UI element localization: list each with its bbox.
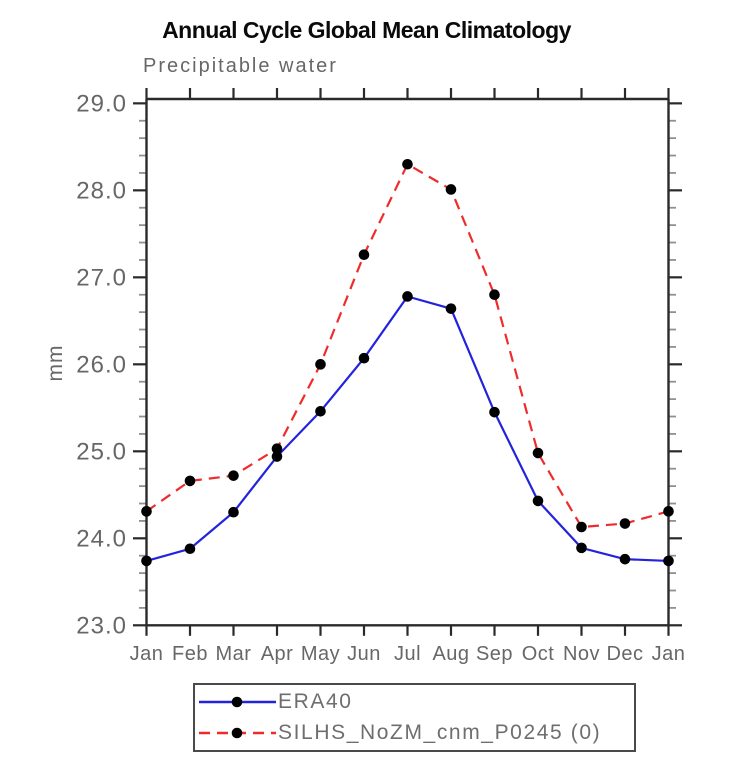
- svg-text:Sep: Sep: [476, 643, 513, 665]
- series-era40: [141, 291, 674, 567]
- legend-item-era40: ERA40: [197, 687, 634, 717]
- x-ticks: [145, 88, 670, 636]
- svg-text:Nov: Nov: [563, 643, 600, 665]
- series-silhs: [141, 158, 674, 533]
- y-tick-labels: 23.0 24.0 25.0 26.0 27.0 28.0 29.0: [76, 90, 127, 639]
- x-tick-labels: Jan Feb Mar Apr May Jun Jul Aug Sep Oct Nov Dec Jan: [130, 643, 686, 665]
- y-minor-ticks: [139, 119, 676, 609]
- legend: ERA40 SILHS_NoZM_cnm_P0245 (0): [193, 683, 636, 752]
- legend-item-silhs: SILHS_NoZM_cnm_P0245 (0): [197, 718, 634, 748]
- svg-text:24.0: 24.0: [76, 525, 127, 552]
- svg-text:Feb: Feb: [172, 643, 208, 665]
- legend-label-silhs: SILHS_NoZM_cnm_P0245 (0): [278, 720, 602, 744]
- y-major-ticks: [133, 102, 682, 627]
- axis-frame: [145, 97, 670, 627]
- svg-text:23.0: 23.0: [76, 612, 127, 639]
- svg-text:27.0: 27.0: [76, 264, 127, 291]
- svg-text:25.0: 25.0: [76, 438, 127, 465]
- svg-text:Jul: Jul: [394, 643, 421, 665]
- chart-subtitle: Precipitable water: [143, 55, 338, 77]
- svg-text:Oct: Oct: [522, 643, 555, 665]
- chart-title: Annual Cycle Global Mean Climatology: [162, 17, 571, 43]
- svg-text:Mar: Mar: [216, 643, 252, 665]
- silhs-line-sample: [199, 727, 276, 739]
- svg-text:Aug: Aug: [432, 643, 469, 665]
- svg-text:May: May: [301, 643, 340, 665]
- svg-text:26.0: 26.0: [76, 351, 127, 378]
- legend-label-era40: ERA40: [278, 690, 353, 714]
- svg-text:Jan: Jan: [652, 643, 686, 665]
- svg-text:Jun: Jun: [347, 643, 381, 665]
- svg-text:28.0: 28.0: [76, 177, 127, 204]
- era40-line-sample: [199, 696, 276, 708]
- svg-text:Dec: Dec: [606, 643, 643, 665]
- svg-text:Apr: Apr: [261, 643, 294, 665]
- svg-text:Jan: Jan: [130, 643, 164, 665]
- svg-text:29.0: 29.0: [76, 90, 127, 117]
